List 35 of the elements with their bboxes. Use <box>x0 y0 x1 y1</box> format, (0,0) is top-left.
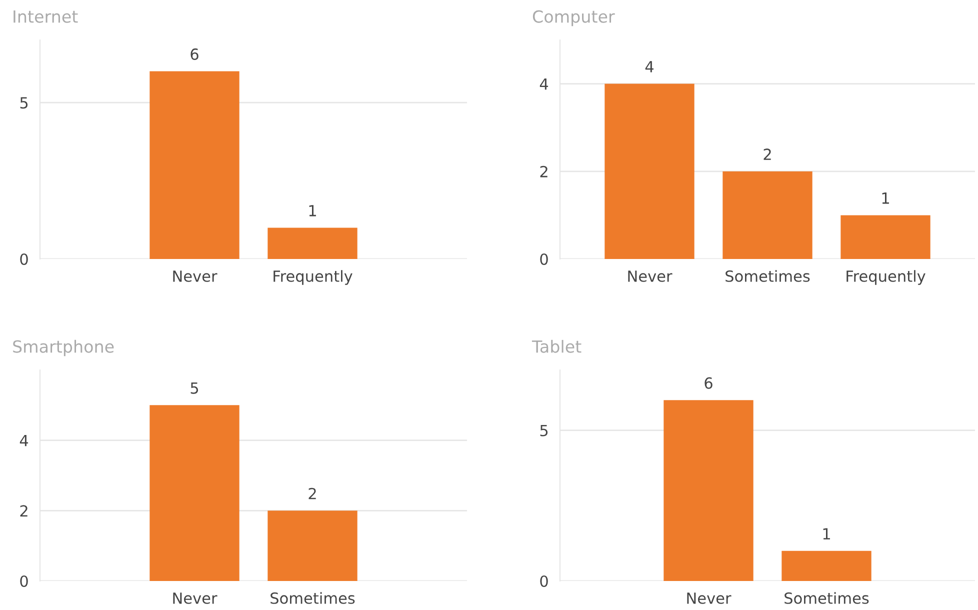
data-label: 2 <box>308 488 316 500</box>
y-tick-label: 2 <box>540 166 548 178</box>
data-label: 1 <box>823 528 830 540</box>
y-tick-label: 0 <box>540 253 548 266</box>
data-label: 6 <box>704 377 712 389</box>
x-tick-label: Sometimes <box>270 592 355 604</box>
x-tick-label: Sometimes <box>784 592 869 604</box>
x-tick-label: Frequently <box>846 270 926 285</box>
x-tick-label: Never <box>687 592 732 604</box>
data-label: 2 <box>764 148 771 160</box>
bar <box>722 171 812 259</box>
y-tick-label: 0 <box>540 575 548 588</box>
chart-title: Computer <box>532 10 615 26</box>
x-tick-label: Sometimes <box>726 270 810 282</box>
x-tick-label: Frequently <box>274 270 352 285</box>
y-tick-label: 5 <box>540 424 548 436</box>
x-tick-label: Never <box>173 270 218 282</box>
y-tick-label: 2 <box>20 505 28 516</box>
chart-title: Tablet <box>532 340 582 353</box>
data-label: 6 <box>190 48 198 60</box>
data-label: 1 <box>882 192 889 204</box>
x-tick-label: Never <box>173 592 218 604</box>
data-label: 1 <box>309 205 316 216</box>
bar <box>840 215 930 259</box>
data-label: 5 <box>190 382 198 394</box>
bar <box>604 84 694 259</box>
y-tick-label: 5 <box>20 97 28 109</box>
y-tick-label: 0 <box>20 575 28 588</box>
x-tick-label: Never <box>628 270 672 282</box>
y-tick-label: 0 <box>20 253 28 266</box>
y-tick-label: 4 <box>20 435 28 446</box>
data-label: 4 <box>645 61 654 72</box>
chart-title: Smartphone <box>13 340 114 356</box>
chart-title: Internet <box>14 10 78 23</box>
y-tick-label: 4 <box>540 78 548 90</box>
